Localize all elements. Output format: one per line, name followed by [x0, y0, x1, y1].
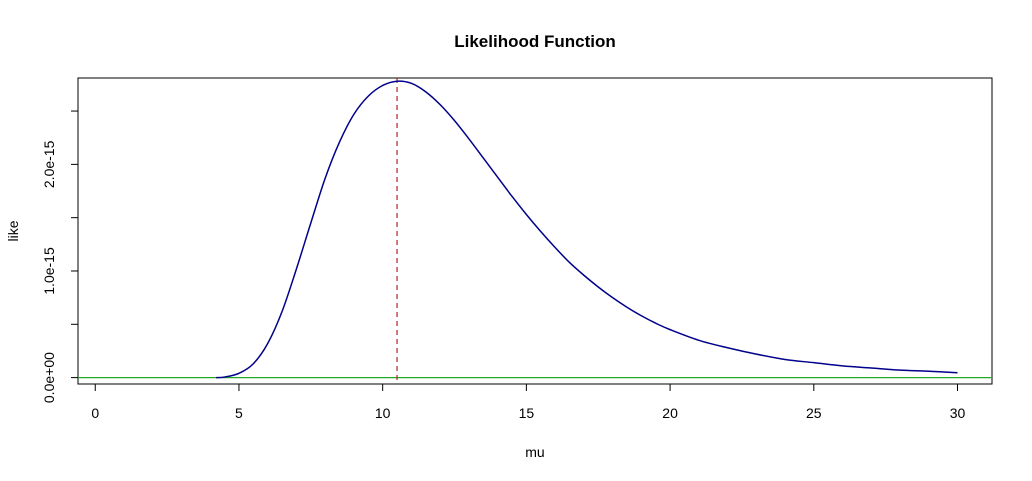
- y-tick-label: 0.0e+00: [41, 352, 57, 403]
- y-axis: 0.0e+00 1.0e-15 2.0e-15: [41, 110, 79, 403]
- x-tick-label: 10: [375, 405, 391, 421]
- x-tick-label: 20: [662, 405, 678, 421]
- x-axis-label: mu: [525, 444, 544, 460]
- x-axis: 0 5 10 15 20 25 30: [91, 383, 966, 421]
- x-tick-label: 25: [806, 405, 822, 421]
- likelihood-curve: [215, 80, 958, 379]
- plot-frame: [77, 77, 993, 385]
- x-tick-label: 5: [235, 405, 243, 421]
- y-axis-label: like: [5, 220, 21, 241]
- y-tick-label: 1.0e-15: [41, 247, 57, 295]
- x-tick-label: 15: [519, 405, 535, 421]
- y-tick-label: 2.0e-15: [41, 140, 57, 188]
- chart-title: Likelihood Function: [454, 32, 615, 51]
- x-tick-label: 0: [91, 405, 99, 421]
- x-tick-label: 30: [950, 405, 966, 421]
- series-layer: [215, 80, 958, 379]
